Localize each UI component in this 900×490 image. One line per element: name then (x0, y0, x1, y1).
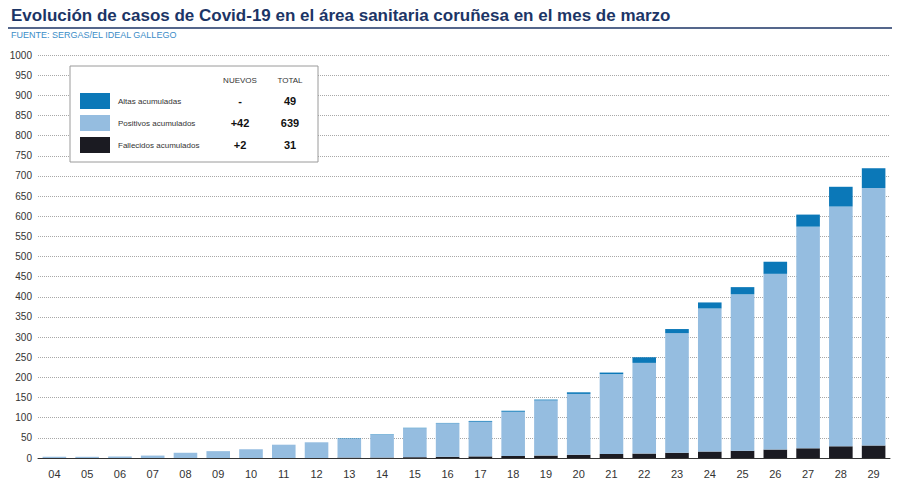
svg-text:23: 23 (671, 468, 683, 480)
svg-text:500: 500 (15, 251, 32, 262)
svg-text:600: 600 (15, 211, 32, 222)
svg-text:700: 700 (15, 170, 32, 181)
svg-text:09: 09 (212, 468, 224, 480)
svg-text:900: 900 (15, 90, 32, 101)
svg-text:0: 0 (26, 453, 32, 464)
svg-text:24: 24 (704, 468, 716, 480)
svg-text:350: 350 (15, 311, 32, 322)
svg-text:+2: +2 (234, 139, 247, 151)
svg-text:21: 21 (605, 468, 617, 480)
svg-text:18: 18 (507, 468, 519, 480)
svg-text:28: 28 (835, 468, 847, 480)
svg-text:+42: +42 (231, 117, 250, 129)
svg-text:Altas acumuladas: Altas acumuladas (118, 97, 181, 106)
svg-text:07: 07 (147, 468, 159, 480)
svg-text:20: 20 (573, 468, 585, 480)
svg-text:NUEVOS: NUEVOS (223, 76, 257, 85)
svg-text:800: 800 (15, 130, 32, 141)
svg-text:550: 550 (15, 231, 32, 242)
svg-text:100: 100 (15, 412, 32, 423)
svg-text:19: 19 (540, 468, 552, 480)
svg-text:750: 750 (15, 150, 32, 161)
svg-text:27: 27 (802, 468, 814, 480)
svg-text:Evolución de casos de Covid-19: Evolución de casos de Covid-19 en el áre… (11, 6, 671, 25)
svg-text:50: 50 (21, 432, 33, 443)
svg-text:13: 13 (343, 468, 355, 480)
svg-text:850: 850 (15, 110, 32, 121)
svg-text:FUENTE: SERGAS/EL IDEAL GALLEG: FUENTE: SERGAS/EL IDEAL GALLEGO (11, 30, 176, 40)
svg-text:300: 300 (15, 332, 32, 343)
svg-text:250: 250 (15, 352, 32, 363)
svg-text:150: 150 (15, 392, 32, 403)
svg-text:06: 06 (114, 468, 126, 480)
svg-text:639: 639 (281, 117, 299, 129)
svg-text:650: 650 (15, 191, 32, 202)
svg-text:14: 14 (376, 468, 388, 480)
svg-text:Positivos acumulados: Positivos acumulados (118, 119, 195, 128)
svg-text:950: 950 (15, 70, 32, 81)
svg-text:11: 11 (278, 468, 289, 480)
svg-text:-: - (238, 95, 242, 107)
svg-text:25: 25 (736, 468, 748, 480)
svg-text:31: 31 (284, 139, 296, 151)
svg-text:04: 04 (48, 468, 60, 480)
svg-text:10: 10 (245, 468, 257, 480)
svg-text:49: 49 (284, 95, 296, 107)
svg-text:200: 200 (15, 372, 32, 383)
svg-text:26: 26 (769, 468, 781, 480)
svg-text:15: 15 (409, 468, 421, 480)
svg-text:17: 17 (474, 468, 486, 480)
svg-text:05: 05 (81, 468, 93, 480)
svg-text:29: 29 (867, 468, 879, 480)
svg-text:16: 16 (441, 468, 453, 480)
svg-text:12: 12 (310, 468, 322, 480)
svg-text:450: 450 (15, 271, 32, 282)
svg-text:08: 08 (179, 468, 191, 480)
svg-text:22: 22 (638, 468, 650, 480)
svg-text:Fallecidos acumulados: Fallecidos acumulados (118, 141, 199, 150)
svg-text:1000: 1000 (10, 50, 33, 61)
svg-text:TOTAL: TOTAL (277, 76, 303, 85)
svg-text:400: 400 (15, 291, 32, 302)
